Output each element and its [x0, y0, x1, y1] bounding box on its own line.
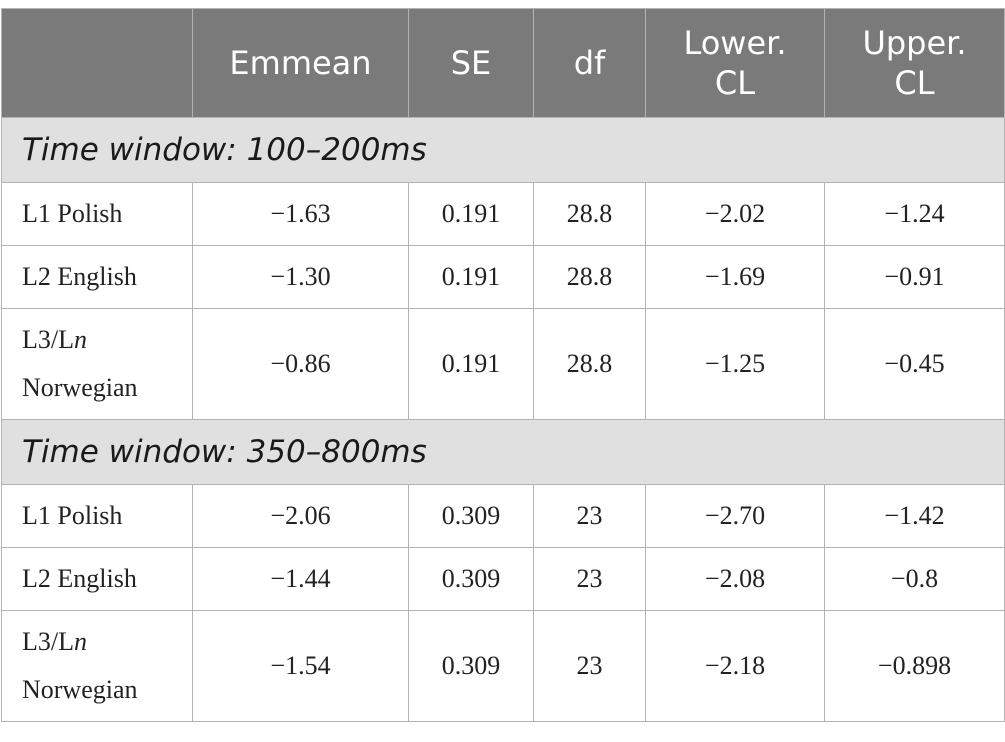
cell-se: 0.309: [408, 610, 534, 722]
header-se: SE: [408, 8, 534, 118]
header-upper-cl: Upper. CL: [824, 8, 1005, 118]
cell-upper: −0.45: [824, 308, 1005, 420]
row-label-text: L3/L: [22, 325, 74, 354]
section-title: Time window: 100–200ms: [1, 117, 1005, 183]
cell-df: 23: [533, 484, 646, 548]
header-empty: [1, 8, 193, 118]
cell-upper: −0.91: [824, 245, 1005, 309]
row-label: L2 English: [1, 245, 193, 309]
header-upper-line1: Upper.: [862, 24, 967, 62]
cell-df: 28.8: [533, 308, 646, 420]
cell-lower: −2.08: [645, 547, 825, 611]
cell-lower: −1.69: [645, 245, 825, 309]
cell-se: 0.191: [408, 308, 534, 420]
cell-lower: −2.70: [645, 484, 825, 548]
cell-upper: −0.8: [824, 547, 1005, 611]
header-row: Emmean SE df Lower. CL Upper. CL: [1, 8, 1005, 118]
header-lower-line2: CL: [714, 64, 756, 102]
emmeans-table: Emmean SE df Lower. CL Upper. CL Time wind…: [1, 8, 1005, 722]
cell-upper: −1.42: [824, 484, 1005, 548]
cell-df: 28.8: [533, 182, 646, 246]
cell-df: 23: [533, 610, 646, 722]
row-label-text: L2 English: [22, 564, 137, 593]
header-df: df: [533, 8, 646, 118]
row-label-text: L1 Polish: [22, 199, 123, 228]
cell-se: 0.309: [408, 484, 534, 548]
table-row: L1 Polish −2.06 0.309 23 −2.70 −1.42: [1, 484, 1005, 548]
row-label-italic: n: [74, 325, 87, 354]
cell-emmean: −1.44: [192, 547, 409, 611]
row-label: L3/Ln Norwegian: [1, 610, 193, 722]
table-row: L2 English −1.30 0.191 28.8 −1.69 −0.91: [1, 245, 1005, 309]
cell-emmean: −1.30: [192, 245, 409, 309]
cell-upper: −1.24: [824, 182, 1005, 246]
table-row: L3/Ln Norwegian −0.86 0.191 28.8 −1.25 −0.45: [1, 308, 1005, 420]
cell-emmean: −2.06: [192, 484, 409, 548]
section-title: Time window: 350–800ms: [1, 419, 1005, 485]
row-label: L3/Ln Norwegian: [1, 308, 193, 420]
header-emmean: Emmean: [192, 8, 409, 118]
cell-se: 0.191: [408, 182, 534, 246]
section-header-row: Time window: 100–200ms: [1, 117, 1005, 183]
row-label-subtext: Norwegian: [22, 373, 138, 402]
row-label: L1 Polish: [1, 484, 193, 548]
cell-emmean: −1.63: [192, 182, 409, 246]
table-row: L1 Polish −1.63 0.191 28.8 −2.02 −1.24: [1, 182, 1005, 246]
row-label-italic: n: [74, 627, 87, 656]
row-label-subtext: Norwegian: [22, 675, 138, 704]
cell-lower: −2.18: [645, 610, 825, 722]
cell-df: 23: [533, 547, 646, 611]
table-row: L3/Ln Norwegian −1.54 0.309 23 −2.18 −0.898: [1, 610, 1005, 722]
cell-upper: −0.898: [824, 610, 1005, 722]
cell-emmean: −0.86: [192, 308, 409, 420]
table-row: L2 English −1.44 0.309 23 −2.08 −0.8: [1, 547, 1005, 611]
cell-lower: −2.02: [645, 182, 825, 246]
cell-se: 0.191: [408, 245, 534, 309]
header-lower-line1: Lower.: [683, 24, 787, 62]
cell-lower: −1.25: [645, 308, 825, 420]
cell-emmean: −1.54: [192, 610, 409, 722]
row-label: L1 Polish: [1, 182, 193, 246]
cell-df: 28.8: [533, 245, 646, 309]
row-label-text: L2 English: [22, 262, 137, 291]
row-label-text: L1 Polish: [22, 501, 123, 530]
cell-se: 0.309: [408, 547, 534, 611]
row-label: L2 English: [1, 547, 193, 611]
header-upper-line2: CL: [894, 64, 935, 102]
row-label-text: L3/L: [22, 627, 74, 656]
section-header-row: Time window: 350–800ms: [1, 419, 1005, 485]
header-lower-cl: Lower. CL: [645, 8, 825, 118]
